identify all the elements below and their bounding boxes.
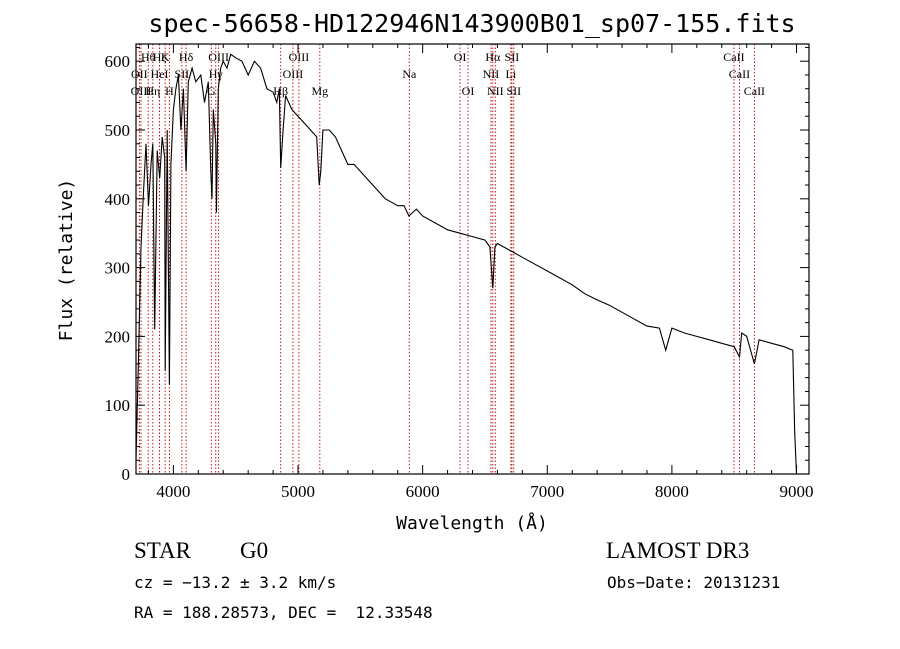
spectral-line-label: OI [462, 84, 475, 98]
y-tick-label: 0 [122, 465, 131, 484]
plot-frame [135, 43, 810, 475]
y-tick-label: 400 [105, 190, 131, 209]
spectral-line-label: Hθ [141, 50, 156, 64]
x-tick-label: 9000 [780, 482, 814, 501]
spectral-line-label: NII [483, 67, 500, 81]
spectral-line-label: CaII [723, 50, 744, 64]
spectral-line-label: Hη [145, 84, 160, 98]
redshift-velocity: cz = −13.2 ± 3.2 km/s [134, 573, 337, 592]
y-tick-label: 200 [105, 327, 131, 346]
spectral-line-label: Hβ [273, 84, 288, 98]
x-axis-label: Wavelength (Å) [396, 512, 548, 534]
observation-date: Obs−Date: 20131231 [607, 573, 781, 592]
object-type: STAR [134, 538, 191, 563]
x-tick-label: 8000 [655, 482, 689, 501]
spectral-line-label: Hα [485, 50, 501, 64]
spectral-line-label: H [165, 84, 174, 98]
x-tick-label: 7000 [530, 482, 564, 501]
spectral-line-label: OIII [283, 67, 304, 81]
spectral-line-label: OIII [131, 84, 152, 98]
coordinates: RA = 188.28573, DEC = 12.33548 [134, 603, 433, 622]
spectral-line-label: Hζ [153, 50, 167, 64]
spectral-line-label: Mg [311, 84, 328, 98]
spectral-line-label: SII [506, 84, 521, 98]
spectral-line-label: SII [505, 50, 520, 64]
spectral-line-label: SII [175, 67, 190, 81]
spectral-line-label: K [161, 50, 170, 64]
x-tick-label: 4000 [156, 482, 190, 501]
spectral-line-label: CaII [729, 67, 750, 81]
spectral-line-label: OII [131, 67, 148, 81]
spectral-line-label: HeI [151, 67, 169, 81]
y-tick-label: 500 [105, 121, 131, 140]
x-tick-label: 6000 [406, 482, 440, 501]
y-axis-label: Flux (relative) [56, 179, 77, 342]
spectral-line-label: OIII [289, 50, 310, 64]
y-tick-label: 100 [105, 396, 131, 415]
axis-ticks [136, 44, 809, 475]
spectral-line-label: OI [454, 50, 467, 64]
spectral-line-label: CaII [744, 84, 765, 98]
spectral-line-label: Li [506, 67, 517, 81]
y-tick-label: 600 [105, 52, 131, 71]
y-tick-label: 300 [105, 259, 131, 278]
x-tick-label: 5000 [281, 482, 315, 501]
spectral-line-label: Hδ [179, 50, 194, 64]
chart-title: spec-56658-HD122946N143900B01_sp07-155.f… [148, 9, 795, 38]
spectral-line-label: Hγ [209, 67, 224, 81]
spectral-line-markers [138, 44, 755, 474]
spectral-line-label: Na [402, 67, 417, 81]
survey-label: LAMOST DR3 [606, 538, 750, 563]
spectral-line-label: G [207, 84, 216, 98]
spectral-line-label: NII [487, 84, 504, 98]
spectral-line-label: OIII [208, 50, 229, 64]
spectrum-series-line [135, 53, 798, 475]
object-subclass: G0 [240, 538, 269, 563]
